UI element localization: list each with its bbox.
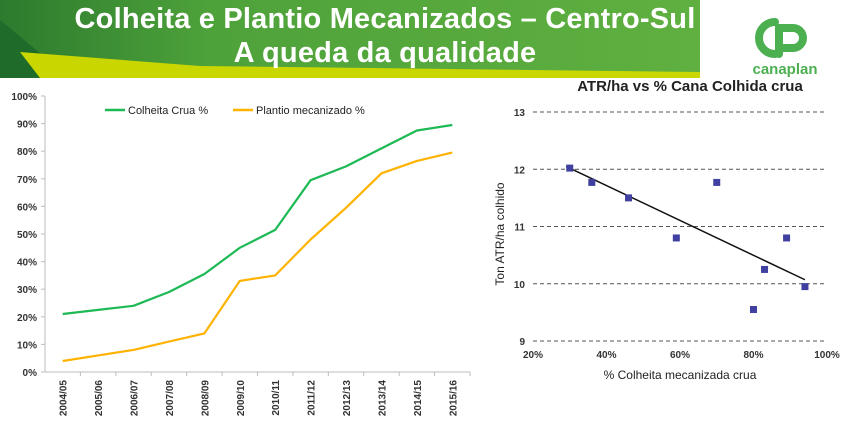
- x-tick-label: 2013/14: [377, 380, 388, 417]
- y-tick-label: 0%: [23, 368, 38, 379]
- y-tick-label: 70%: [17, 175, 37, 186]
- line-chart-axes: [44, 96, 470, 373]
- y-tick-label: 50%: [17, 230, 37, 241]
- x-tick-label: 40%: [596, 350, 616, 361]
- y-tick-label: 100%: [11, 92, 37, 103]
- legend-label: Colheita Crua %: [128, 105, 208, 117]
- x-tick-label: 60%: [670, 350, 690, 361]
- trend-line: [565, 165, 806, 281]
- scatter-point: [672, 234, 680, 242]
- y-tick-label: 12: [514, 165, 526, 176]
- x-tick-label: 2006/07: [130, 380, 141, 417]
- x-tick-label: 2004/05: [59, 380, 70, 417]
- x-tick-label: 2007/08: [165, 380, 176, 417]
- scatter-chart-title: ATR/ha vs % Cana Colhida crua: [577, 78, 803, 95]
- scatter-chart: ATR/ha vs % Cana Colhida crua 910111213 …: [493, 78, 840, 382]
- scatter-point: [713, 178, 721, 186]
- page-title: Colheita e Plantio Mecanizados – Centro-…: [0, 2, 770, 70]
- scatter-point: [761, 265, 769, 273]
- scatter-point: [625, 194, 633, 202]
- title-banner: [0, 0, 700, 78]
- scatter-chart-trendline: [565, 165, 806, 281]
- y-tick-label: 60%: [17, 202, 37, 213]
- y-tick-label: 40%: [17, 258, 37, 269]
- x-tick-label: 2015/16: [448, 380, 459, 417]
- y-tick-label: 20%: [17, 313, 37, 324]
- y-tick-label: 30%: [17, 285, 37, 296]
- series-line-colheita-crua: [62, 123, 453, 316]
- scatter-point: [783, 234, 791, 242]
- banner-yellow-stripe: [20, 52, 700, 78]
- scatter-chart-points: [566, 164, 809, 314]
- x-tick-label: 20%: [523, 350, 543, 361]
- x-tick-label: 2011/12: [307, 380, 318, 416]
- page-title-line1: Colheita e Plantio Mecanizados – Centro-…: [74, 3, 696, 35]
- x-tick-label: 80%: [743, 350, 763, 361]
- x-tick-label: 2010/11: [271, 380, 282, 416]
- line-chart-legend: Colheita Crua % Plantio mecanizado %: [105, 105, 365, 117]
- logo-text: canaplan: [752, 61, 817, 78]
- y-tick-label: 10: [514, 280, 526, 291]
- line-chart: 0% 10% 20% 30% 40% 50% 60% 70% 80% 90% 100% 2004/0…: [11, 92, 471, 417]
- x-tick-label: 2014/15: [413, 380, 424, 417]
- scatter-chart-grid: [533, 111, 827, 342]
- y-tick-label: 11: [514, 223, 525, 234]
- page-title-line2: A queda da qualidade: [233, 37, 537, 69]
- scatter-chart-y-ticks: 9 10 11 12 13: [514, 108, 526, 348]
- scatter-chart-y-label: Ton ATR/ha colhido: [493, 182, 507, 285]
- x-tick-label: 2012/13: [342, 380, 353, 417]
- canaplan-cp-logo-icon: [755, 18, 807, 58]
- x-tick-label: 2009/10: [236, 380, 247, 417]
- y-tick-label: 10%: [17, 340, 37, 351]
- scatter-chart-x-ticks: 20% 40% 60% 80% 100%: [523, 350, 840, 361]
- y-tick-label: 9: [519, 337, 525, 348]
- line-chart-y-ticks: 0% 10% 20% 30% 40% 50% 60% 70% 80% 90% 100%: [11, 92, 45, 379]
- scatter-point: [588, 178, 596, 186]
- series-line-plantio-mecanizado: [62, 151, 453, 363]
- scatter-point: [801, 283, 809, 291]
- canaplan-logo: canaplan: [752, 18, 818, 78]
- scatter-chart-x-label: % Colheita mecanizada crua: [604, 368, 757, 382]
- y-tick-label: 80%: [17, 147, 37, 158]
- line-chart-x-ticks: 2004/05 2005/06 2006/07 2007/08 2008/09 2009/…: [59, 372, 471, 417]
- x-tick-label: 2005/06: [94, 380, 105, 417]
- y-tick-label: 90%: [17, 120, 37, 131]
- scatter-point: [750, 306, 757, 314]
- y-tick-label: 13: [514, 108, 526, 119]
- legend-label: Plantio mecanizado %: [256, 105, 365, 117]
- scatter-point: [566, 164, 574, 172]
- x-tick-label: 2008/09: [200, 380, 211, 417]
- line-chart-series: [62, 123, 453, 363]
- x-tick-label: 100%: [814, 350, 840, 361]
